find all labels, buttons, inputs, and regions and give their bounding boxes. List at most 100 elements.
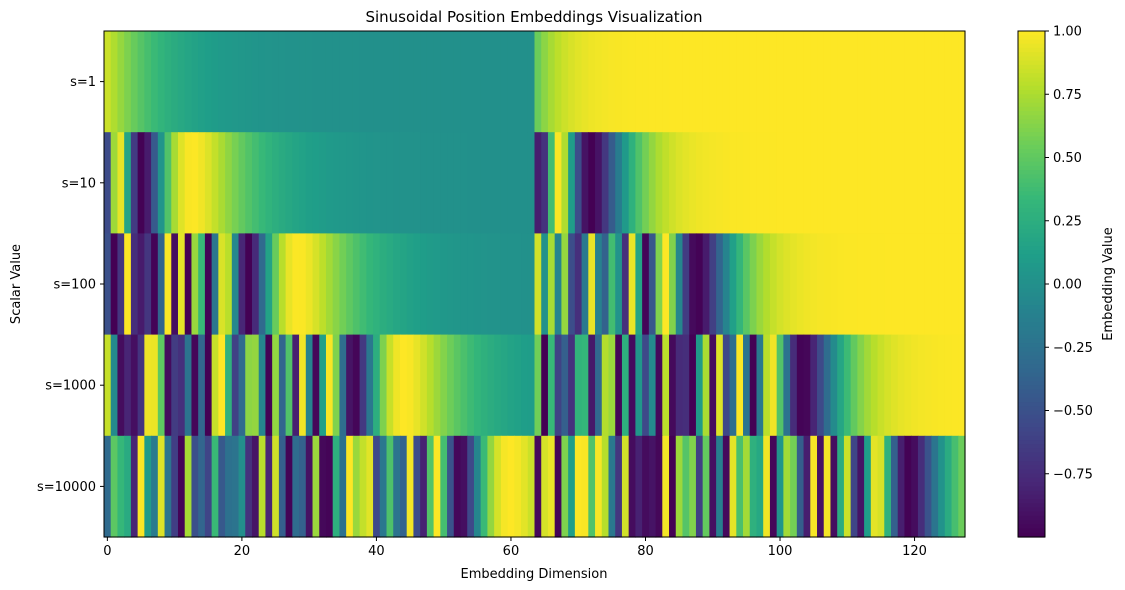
heatmap-cell <box>621 233 630 336</box>
heatmap-cell <box>608 31 616 133</box>
heatmap-cell <box>581 132 589 234</box>
heatmap-cell <box>373 132 381 234</box>
x-tick-label: 80 <box>637 544 654 559</box>
colorbar-segment <box>1018 376 1045 382</box>
colorbar-segment <box>1018 102 1045 108</box>
heatmap-cell <box>796 132 805 234</box>
heatmap-cell <box>225 31 233 133</box>
heatmap-cell <box>702 435 710 538</box>
heatmap-cell <box>843 233 852 336</box>
y-tick-label: s=1 <box>70 75 96 90</box>
heatmap-cell <box>843 435 852 538</box>
heatmap-cell <box>231 31 240 133</box>
heatmap-cell <box>662 132 670 234</box>
heatmap-cell <box>137 132 145 234</box>
colorbar-segment <box>1018 262 1045 268</box>
heatmap-cell <box>265 233 273 336</box>
heatmap-cell <box>689 435 697 538</box>
heatmap-cell <box>184 31 193 133</box>
heatmap-cell <box>568 435 576 538</box>
heatmap-cell <box>366 435 374 538</box>
colorbar-segment <box>1018 187 1045 192</box>
heatmap-cell <box>554 334 563 437</box>
heatmap-cell <box>904 233 912 336</box>
colorbar-segment <box>1018 229 1045 234</box>
colorbar-segment <box>1018 203 1045 209</box>
heatmap-cell <box>473 132 482 234</box>
heatmap-cell <box>857 31 865 133</box>
colorbar-segment <box>1018 199 1045 205</box>
heatmap-cell <box>776 31 784 133</box>
heatmap-cell <box>521 31 529 133</box>
colorbar-segment <box>1018 414 1045 420</box>
heatmap-cell <box>440 233 448 336</box>
heatmap-cell <box>911 132 919 234</box>
colorbar-segment <box>1018 477 1045 483</box>
heatmap-cell <box>574 132 583 234</box>
heatmap-cell <box>689 31 697 133</box>
colorbar-segment <box>1018 364 1045 369</box>
colorbar-segment <box>1018 140 1045 146</box>
heatmap-cell <box>635 435 643 538</box>
heatmap-cell <box>521 334 529 437</box>
heatmap-cell <box>958 233 966 336</box>
heatmap-cell <box>104 233 112 336</box>
heatmap-cell <box>904 435 912 538</box>
heatmap-cell <box>527 334 536 437</box>
heatmap-cell <box>211 233 219 336</box>
colorbar-segment <box>1018 338 1045 344</box>
heatmap-cell <box>359 31 367 133</box>
heatmap-cell <box>743 31 751 133</box>
colorbar-segment <box>1018 237 1045 243</box>
heatmap-cell <box>285 435 293 538</box>
heatmap-cell <box>763 233 771 336</box>
heatmap-cell <box>467 132 475 234</box>
heatmap-cell <box>204 132 213 234</box>
heatmap-cell <box>346 132 354 234</box>
heatmap-cell <box>769 233 778 336</box>
heatmap-cell <box>231 132 240 234</box>
heatmap-cell <box>743 334 751 437</box>
heatmap-cell <box>225 334 233 437</box>
heatmap-cell <box>447 233 455 336</box>
heatmap-cell <box>823 31 832 133</box>
heatmap-cell <box>783 334 791 437</box>
heatmap-cell <box>790 132 798 234</box>
heatmap-cell <box>151 31 159 133</box>
heatmap-cell <box>911 233 919 336</box>
colorbar-segment <box>1018 359 1045 365</box>
heatmap-cell <box>817 334 825 437</box>
heatmap-cell <box>191 31 199 133</box>
heatmap-cell <box>877 334 885 437</box>
heatmap-cell <box>440 31 448 133</box>
colorbar-segment <box>1018 469 1045 475</box>
colorbar-segment <box>1018 326 1045 331</box>
heatmap-cell <box>669 132 677 234</box>
heatmap-cell <box>944 132 953 234</box>
heatmap-cell <box>568 334 576 437</box>
colorbar-segment <box>1018 144 1045 150</box>
heatmap-cell <box>164 132 172 234</box>
heatmap-cell <box>521 435 529 538</box>
heatmap-cell <box>177 132 186 234</box>
heatmap-cell <box>325 132 334 234</box>
heatmap-cell <box>904 334 912 437</box>
heatmap-cell <box>494 31 502 133</box>
heatmap-cell <box>541 132 549 234</box>
heatmap-cell <box>352 31 361 133</box>
heatmap-cell <box>662 435 670 538</box>
heatmap-cell <box>547 31 556 133</box>
heatmap-cell <box>944 31 953 133</box>
heatmap-cell <box>211 31 219 133</box>
heatmap-cell <box>272 132 280 234</box>
heatmap-cell <box>151 435 159 538</box>
heatmap-cell <box>917 233 926 336</box>
colorbar-segment <box>1018 246 1045 251</box>
heatmap-cell <box>924 31 932 133</box>
heatmap-cell <box>198 233 206 336</box>
heatmap-cell <box>729 132 737 234</box>
heatmap-cell <box>749 233 758 336</box>
heatmap-cell <box>669 334 677 437</box>
heatmap-cell <box>891 435 899 538</box>
heatmap-cell <box>339 435 347 538</box>
